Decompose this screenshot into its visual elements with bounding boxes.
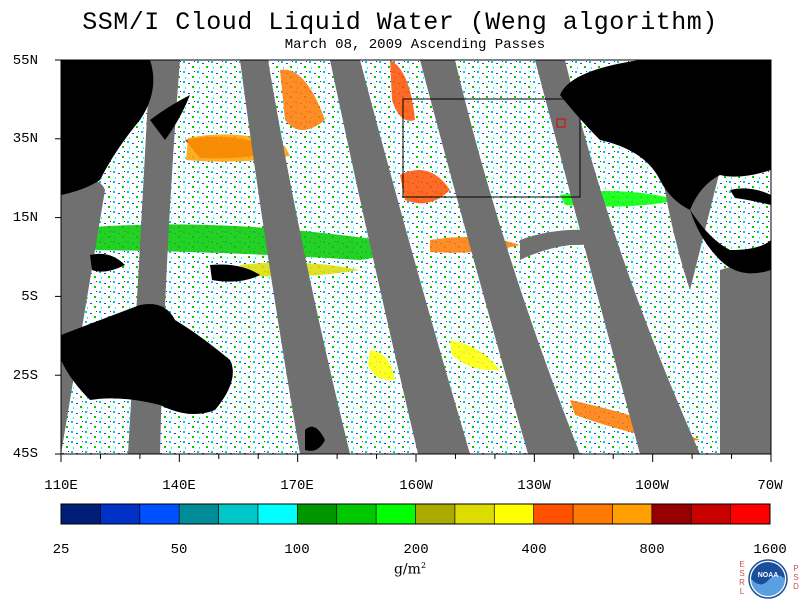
lat-label-55n: 55N: [12, 53, 38, 69]
map-title: SSM/I Cloud Liquid Water (Weng algorithm…: [82, 8, 718, 37]
colorbar-label-1600: 1600: [753, 542, 787, 558]
lon-label-140e: 140E: [162, 478, 196, 494]
noaa-logo: E S R L NOAA P S D: [736, 558, 800, 600]
noaa-emblem: NOAA: [748, 559, 788, 599]
logo-letter: P: [793, 564, 799, 573]
colorbar-swatch: [257, 504, 298, 524]
colorbar-swatch: [218, 504, 259, 524]
colorbar-label-100: 100: [284, 542, 310, 558]
colorbar-swatch: [139, 504, 180, 524]
colorbar-swatch: [612, 504, 653, 524]
logo-letter: D: [793, 582, 799, 591]
japan: [150, 95, 190, 140]
swath-gap: [61, 175, 105, 454]
logo-text: NOAA: [758, 572, 779, 579]
swath-gap: [720, 265, 771, 454]
logo-letter: L: [739, 587, 745, 596]
units-text: g/m: [393, 561, 421, 578]
land-masses: [61, 60, 771, 451]
logo-letter: R: [739, 578, 745, 587]
missing-swath-gaps: [61, 60, 771, 454]
swath-gap: [520, 229, 612, 260]
colorbar-label-400: 400: [521, 542, 547, 558]
location-marker: [556, 118, 566, 128]
north-america: [560, 60, 771, 210]
lon-label-130w: 130W: [517, 478, 551, 494]
lon-label-160w: 160W: [399, 478, 433, 494]
colorbar-swatch: [730, 504, 771, 524]
colorbar-swatch: [533, 504, 574, 524]
cuba: [730, 188, 771, 205]
colorbar-swatch: [651, 504, 692, 524]
logo-letter: S: [739, 569, 745, 578]
colorbar-swatch: [376, 504, 416, 524]
colorbar-swatch: [179, 504, 220, 524]
map-subtitle: March 08, 2009 Ascending Passes: [284, 37, 546, 53]
colorbar-swatch: [454, 504, 495, 524]
cloud-band: [390, 60, 415, 121]
lon-label-100w: 100W: [635, 478, 669, 494]
borneo: [90, 253, 125, 272]
colorbar-swatch: [415, 504, 456, 524]
swath-gap: [535, 60, 700, 454]
logo-letters-left: E S R L: [738, 560, 746, 596]
logo-letter: S: [793, 573, 799, 582]
colorbar-swatch: [100, 504, 141, 524]
swath-gap: [240, 60, 350, 454]
cloud-band: [450, 340, 500, 371]
cloud-band: [280, 69, 325, 130]
units-exponent: 2: [420, 561, 427, 570]
swath-gap: [420, 60, 580, 454]
asia-landmass: [61, 60, 154, 195]
colorbar-swatch: [61, 504, 101, 524]
lon-label-170e: 170E: [280, 478, 314, 494]
lon-label-110e: 110E: [44, 478, 78, 494]
lon-label-70w: 70W: [757, 478, 783, 494]
new-zealand: [305, 426, 325, 451]
lat-label-35n: 35N: [12, 131, 38, 147]
colorbar: [60, 503, 771, 525]
colorbar-swatch: [691, 504, 732, 524]
colorbar-units: g/m2: [380, 561, 440, 578]
colorbar-swatch: [573, 504, 613, 524]
axis-ticks: [55, 59, 772, 462]
lat-label-15n: 15N: [12, 210, 38, 226]
colorbar-label-800: 800: [639, 542, 665, 558]
lat-label-5s: 5S: [21, 289, 38, 305]
lat-label-45s: 45S: [12, 446, 38, 462]
logo-letters-right: P S D: [792, 564, 800, 591]
central-america: [690, 210, 771, 274]
colorbar-swatch: [494, 504, 535, 524]
lat-label-25s: 25S: [12, 368, 38, 384]
colorbar-label-200: 200: [403, 542, 429, 558]
region-box: [402, 98, 581, 198]
colorbar-label-25: 25: [52, 542, 70, 558]
colorbar-swatch: [336, 504, 377, 524]
cloud-band: [400, 170, 450, 204]
cloud-band: [368, 350, 395, 381]
colorbar-swatch: [297, 504, 338, 524]
swath-gap: [330, 60, 470, 454]
australia: [61, 304, 233, 414]
logo-letter: E: [739, 560, 745, 569]
map-plot-area: [61, 60, 771, 454]
new-guinea: [210, 264, 260, 282]
colorbar-label-50: 50: [170, 542, 188, 558]
